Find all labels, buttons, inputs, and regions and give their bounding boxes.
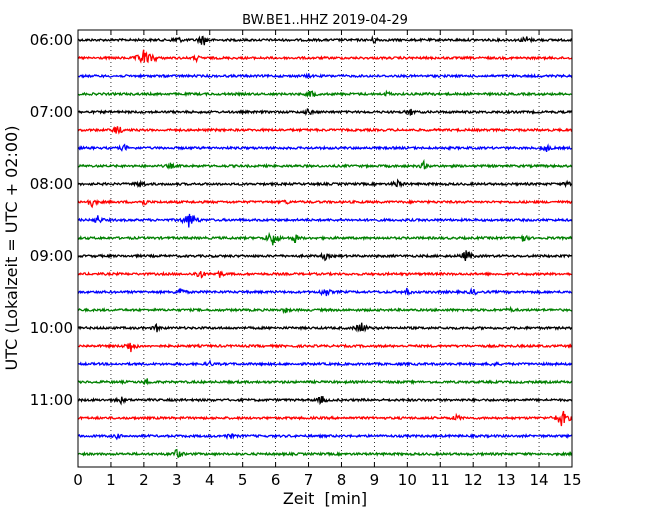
x-tick-label: 9 bbox=[370, 471, 380, 489]
grid-lines bbox=[110, 30, 540, 467]
x-tick-label: 11 bbox=[431, 471, 450, 489]
traces bbox=[77, 35, 573, 459]
x-tick-label: 7 bbox=[304, 471, 314, 489]
y-tick-label: 06:00 bbox=[30, 31, 73, 49]
x-tick-label: 14 bbox=[530, 471, 549, 489]
x-tick-label: 0 bbox=[73, 471, 83, 489]
trace-row bbox=[77, 305, 573, 315]
x-axis: 0 1 2 3 4 5 6 7 8 9 10 11 12 13 14 15 bbox=[73, 30, 582, 489]
y-tick-label: 07:00 bbox=[30, 103, 73, 121]
x-tick-label: 6 bbox=[271, 471, 281, 489]
y-tick-label: 08:00 bbox=[30, 175, 73, 193]
x-tick-label: 15 bbox=[562, 471, 581, 489]
x-tick-label: 1 bbox=[106, 471, 116, 489]
x-tick-label: 13 bbox=[497, 471, 516, 489]
x-tick-label: 12 bbox=[464, 471, 483, 489]
y-tick-label: 09:00 bbox=[30, 247, 73, 265]
x-tick-label: 5 bbox=[238, 471, 248, 489]
y-tick-label: 11:00 bbox=[30, 391, 73, 409]
trace-row bbox=[77, 49, 573, 64]
trace-row bbox=[77, 378, 573, 386]
chart-title: BW.BE1..HHZ 2019-04-29 bbox=[242, 13, 408, 28]
trace-row bbox=[77, 322, 573, 333]
y-tick-label: 10:00 bbox=[30, 319, 73, 337]
y-axis-label: UTC (Lokalzeit = UTC + 02:00) bbox=[2, 126, 21, 371]
x-tick-label: 8 bbox=[337, 471, 347, 489]
x-tick-label: 10 bbox=[398, 471, 417, 489]
trace-row bbox=[77, 143, 573, 152]
trace-row bbox=[77, 72, 573, 79]
plot-frame bbox=[77, 29, 573, 468]
trace-row bbox=[77, 269, 573, 279]
trace-row bbox=[78, 410, 573, 427]
trace-row bbox=[77, 35, 572, 46]
trace-row bbox=[77, 126, 573, 135]
trace-row bbox=[77, 359, 573, 368]
trace-row bbox=[77, 342, 573, 353]
trace-row bbox=[77, 89, 573, 99]
y-axis: 06:00 07:00 08:00 09:00 10:00 11:00 bbox=[30, 31, 572, 409]
trace-row bbox=[77, 178, 573, 189]
trace-row bbox=[77, 287, 573, 297]
x-tick-label: 3 bbox=[172, 471, 182, 489]
x-tick-label: 4 bbox=[205, 471, 215, 489]
trace-row bbox=[77, 108, 573, 116]
trace-row bbox=[77, 158, 572, 170]
trace-row bbox=[77, 448, 573, 459]
trace-row bbox=[77, 433, 573, 441]
trace-row bbox=[77, 250, 573, 262]
trace-row bbox=[77, 396, 573, 406]
x-tick-label: 2 bbox=[139, 471, 149, 489]
trace-row bbox=[77, 213, 573, 228]
trace-row bbox=[77, 198, 573, 209]
trace-row bbox=[77, 231, 573, 246]
x-axis-label: Zeit [min] bbox=[283, 489, 367, 508]
